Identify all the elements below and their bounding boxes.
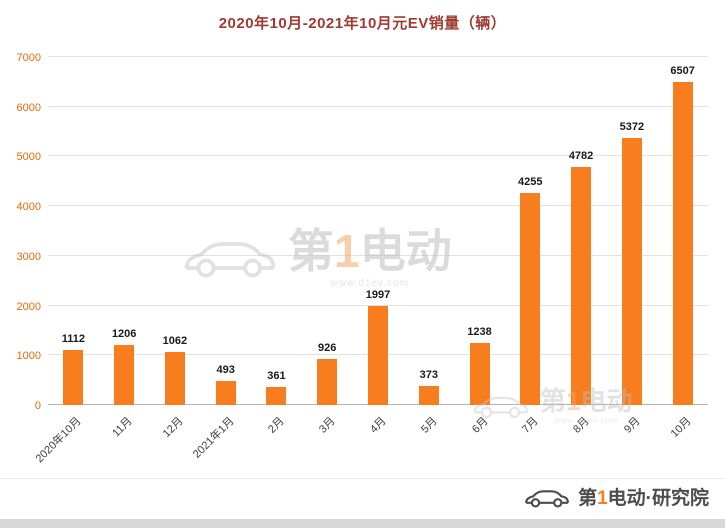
gridline — [48, 254, 708, 256]
bar — [368, 305, 388, 405]
bar-value-label: 1062 — [162, 335, 188, 348]
bar-value-label: 5372 — [619, 120, 645, 133]
bar — [672, 81, 693, 405]
y-axis-label: 6000 — [16, 101, 41, 114]
bar-value-label: 926 — [318, 341, 337, 354]
bar — [520, 193, 541, 405]
y-axis-label: 5000 — [16, 151, 41, 164]
bar — [164, 352, 185, 405]
plot-area: 0 1000 2000 3000 4000 5000 6000 7000 1112 2020年10… — [17, 52, 708, 465]
bar — [571, 167, 592, 405]
bar — [418, 386, 439, 405]
footer-logo-text: 第1电动·研究院 — [578, 488, 709, 509]
bar-value-label: 373 — [419, 369, 438, 382]
y-axis-label: 2000 — [16, 300, 41, 313]
y-axis-label: 4000 — [16, 201, 41, 214]
bar-value-label: 4255 — [518, 176, 543, 189]
gridline — [48, 105, 708, 107]
bar — [215, 380, 236, 405]
bar-value-label: 4782 — [568, 150, 594, 163]
bar-value-label: 1238 — [467, 326, 492, 339]
footer-logo-one: 1 — [597, 488, 608, 509]
bar — [63, 349, 84, 405]
bar-value-label: 1112 — [61, 332, 86, 345]
bar — [469, 343, 490, 405]
bar — [621, 137, 642, 405]
bar — [114, 345, 135, 405]
gridline — [48, 56, 708, 57]
gridline — [48, 155, 708, 157]
gridline — [48, 205, 708, 207]
y-axis-label: 7000 — [16, 52, 41, 64]
bar-value-label: 1997 — [365, 288, 391, 301]
y-axis-label: 3000 — [16, 250, 41, 263]
bar-value-label: 1206 — [111, 328, 137, 341]
y-axis-label: 1000 — [16, 350, 41, 363]
horizontal-scrollbar-track[interactable] — [0, 519, 725, 528]
bar-value-label: 6507 — [670, 64, 695, 77]
bar — [266, 387, 287, 405]
footer-logo: 第1电动·研究院 — [524, 486, 709, 511]
bar — [317, 358, 338, 405]
bar-value-label: 361 — [267, 370, 286, 383]
car-logo-icon — [525, 490, 569, 508]
bar-value-label: 493 — [216, 363, 235, 376]
y-axis-label: 0 — [34, 400, 41, 412]
gridline — [48, 304, 708, 306]
footer-divider — [0, 478, 725, 479]
chart-title: 2020年10月-2021年10月元EV销量（辆） — [218, 15, 507, 32]
